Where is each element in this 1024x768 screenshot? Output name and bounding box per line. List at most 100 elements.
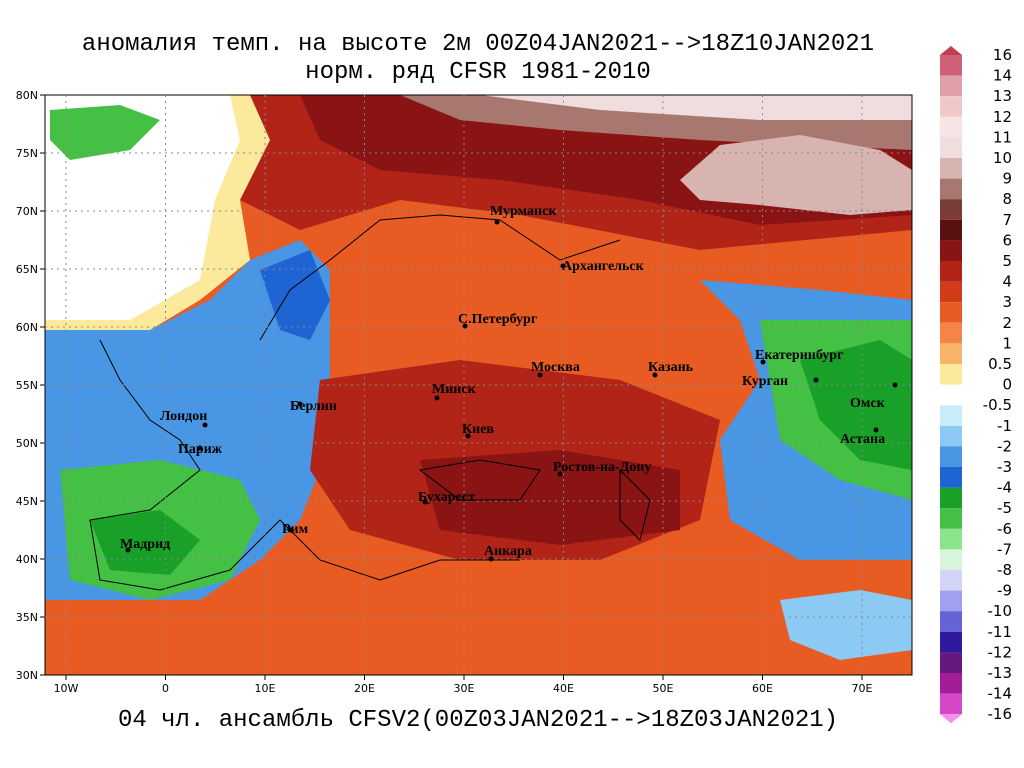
lat-label: 45N (16, 495, 38, 508)
city-dot (202, 422, 208, 428)
city-dot (197, 445, 203, 451)
colorbar-label: -3 (997, 458, 1012, 476)
colorbar-box (940, 137, 962, 158)
title: аномалия темп. на высоте 2м 00Z04JAN2021… (82, 31, 874, 58)
lat-label: 40N (16, 553, 38, 566)
coastlines (89, 214, 651, 591)
colorbar-box (940, 240, 962, 261)
colorbar-box (940, 199, 962, 220)
colorbar-label: -5 (997, 499, 1012, 517)
city-dot (813, 377, 819, 383)
city-label: Рим (282, 522, 309, 537)
colorbar-label: 5 (1002, 252, 1012, 270)
colorbar-box (940, 405, 962, 426)
lon-label: 0 (162, 682, 169, 695)
lat-label: 35N (16, 611, 38, 624)
colorbar-box (940, 364, 962, 385)
city-label: Мурманск (490, 204, 557, 219)
coastline (418, 459, 541, 501)
arctic-region (480, 95, 912, 120)
colorbar-label: 16 (993, 46, 1012, 64)
city-dot (434, 395, 440, 401)
city-label: Анкара (484, 544, 532, 559)
colorbar-box (940, 590, 962, 612)
colorbar-box (940, 96, 962, 117)
city-label: Казань (648, 360, 694, 375)
colorbar-label: 10 (993, 149, 1012, 167)
colorbar-label: -11 (988, 623, 1013, 641)
colorbar-box (940, 302, 962, 323)
lon-label: 10E (255, 682, 276, 695)
city-label: Архангельск (562, 259, 645, 274)
colorbar-box (940, 343, 962, 364)
colorbar-box (940, 693, 962, 715)
colorbar-label: 0 (1002, 376, 1012, 394)
colorbar-label: -7 (997, 540, 1012, 558)
colorbar-label: -16 (988, 705, 1013, 723)
city-label: С.Петербург (458, 312, 537, 327)
lat-label: 55N (16, 379, 38, 392)
colorbar-label: 3 (1002, 293, 1012, 311)
city-label: Минск (432, 382, 477, 397)
central-region (420, 450, 680, 545)
colorbar-box (940, 425, 962, 447)
city-label: Астана (840, 432, 885, 447)
lon-label: 20E (354, 682, 375, 695)
colorbar-label: 7 (1002, 211, 1012, 229)
city-dot (652, 372, 658, 378)
colorbar-label: -8 (997, 561, 1012, 579)
east-region (800, 340, 912, 470)
city-label: Бухарест (418, 490, 475, 505)
city-label: Мадрид (120, 537, 170, 552)
coastline (619, 468, 651, 541)
city-label: Киев (462, 422, 494, 437)
colorbar-box (940, 219, 962, 241)
city-dot (287, 527, 293, 533)
colorbar-box (940, 528, 962, 550)
graticule: 80N 75N 70N 65N 60N 55N 50N 45N 40N 35N 30N 10W 0 10E… (16, 89, 912, 695)
colorbar-box (940, 75, 962, 97)
lat-label: 30N (16, 669, 38, 682)
city-dot (537, 372, 543, 378)
city-dot (557, 471, 563, 477)
colorbar-label: -13 (988, 664, 1013, 682)
colorbar-label: -12 (988, 643, 1013, 661)
colorbar-label: -0.5 (983, 396, 1012, 414)
footer: 04 чл. ансамбль CFSV2(00Z03JAN2021-->18Z… (118, 707, 838, 734)
arctic-region (680, 135, 912, 215)
coastline (89, 339, 520, 591)
colorbar-box (940, 158, 962, 179)
west-europe-region (260, 250, 330, 340)
colorbar-box (940, 261, 962, 282)
lat-label: 60N (16, 321, 38, 334)
colorbar-arrow (940, 46, 962, 55)
city-label: Париж (178, 442, 223, 457)
colorbar-label: -14 (988, 685, 1013, 703)
city-label: Омск (850, 396, 886, 411)
colorbar-box (940, 446, 962, 467)
lon-label: 40E (553, 682, 574, 695)
map (45, 95, 912, 675)
city-dot (125, 547, 131, 553)
lon-label: 10W (54, 682, 79, 695)
colorbar-label: -10 (988, 602, 1013, 620)
colorbar-arrow (940, 714, 962, 724)
colorbar-label: -9 (997, 582, 1012, 600)
city-label: Ростов-на-Дону (553, 460, 651, 475)
colorbar-label: 13 (993, 87, 1012, 105)
colorbar-box (940, 549, 962, 570)
colorbar-box (940, 281, 962, 303)
city-label: Лондон (160, 409, 207, 424)
lat-label: 70N (16, 205, 38, 218)
city-dot (462, 323, 468, 329)
lat-label: 75N (16, 147, 38, 160)
city-dot (297, 401, 303, 407)
colorbar-label: 4 (1002, 273, 1012, 291)
lon-label: 30E (454, 682, 475, 695)
colorbar-box (940, 673, 962, 694)
colorbar-label: 1 (1002, 334, 1012, 352)
city-dot (422, 499, 428, 505)
colorbar-label: 8 (1002, 190, 1012, 208)
colorbar-box (940, 116, 962, 138)
